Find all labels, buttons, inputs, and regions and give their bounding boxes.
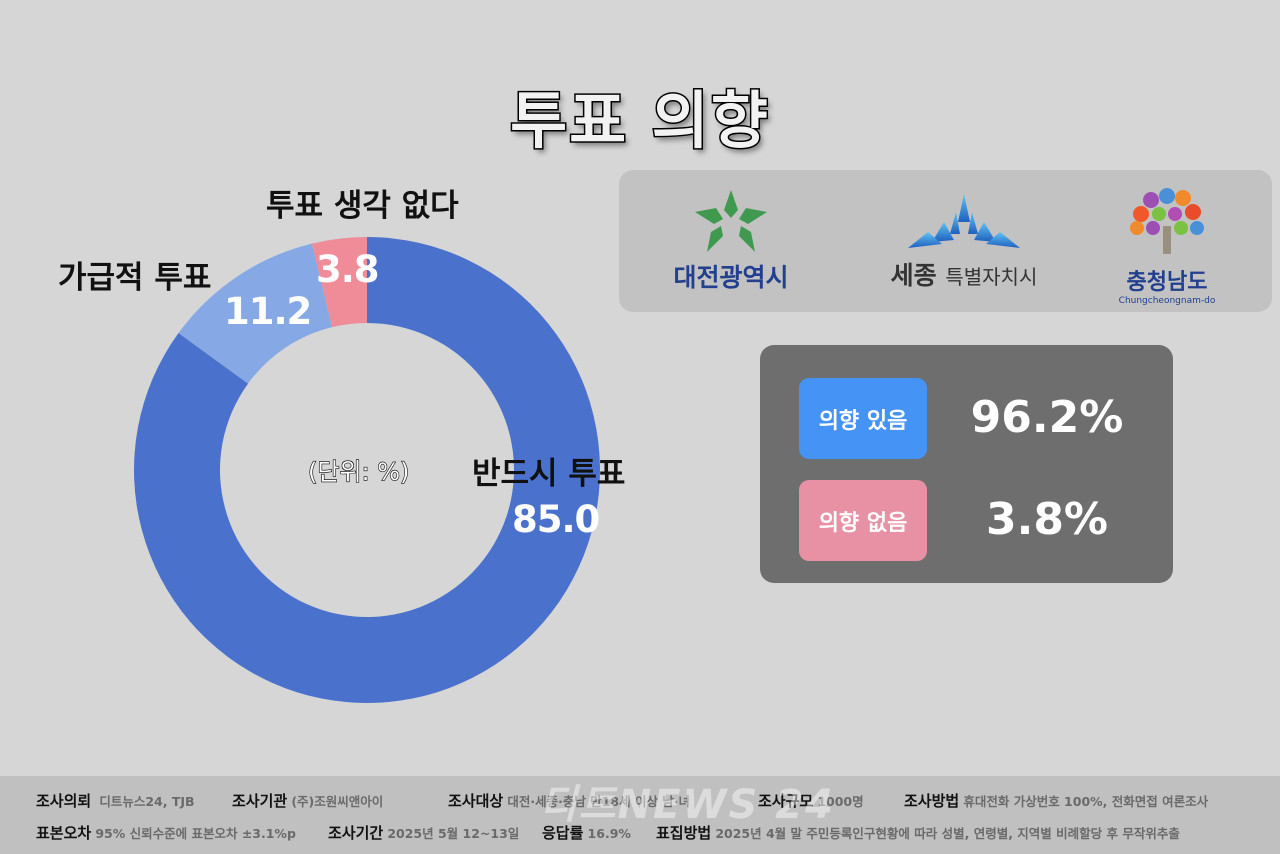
donut-slice-2 (311, 237, 367, 328)
region-logos-panel: 대전광역시 세종 특별자치시 (619, 170, 1272, 312)
footer-row-2: 표본오차 95% 신뢰수준에 표본오차 ±3.1%p 조사기간 2025년 5월… (0, 822, 1280, 844)
footer-item: 조사기관 (주)조원씨앤아이 (232, 792, 384, 810)
badge-intent-no: 의향 없음 (799, 480, 927, 561)
sejong-name-big: 세종 (890, 261, 937, 290)
chungnam-sub: Chungcheongnam-do (1118, 296, 1216, 306)
sejong-name: 세종 특별자치시 (864, 256, 1064, 292)
daejeon-logo: 대전광역시 (661, 188, 801, 294)
intent-summary-panel: 의향 있음 96.2% 의향 없음 3.8% (760, 345, 1173, 583)
footer-item: 응답률 16.9% (542, 824, 631, 842)
label-likely: 가급적 투표 (58, 260, 212, 296)
value-likely: 11.2 (224, 290, 312, 333)
chungnam-tree-emblem-icon (1130, 188, 1204, 254)
footer-item: 조사규모 1000명 (758, 792, 864, 810)
daejeon-name: 대전광역시 (673, 263, 789, 292)
daejeon-star-emblem-icon (695, 190, 767, 252)
footer-item: 조사대상 대전·세종·충남 만18세 이상 남·녀 (448, 792, 691, 810)
value-none: 3.8 (316, 248, 380, 291)
donut-slice-1 (178, 243, 333, 384)
donut-slice-0 (133, 237, 600, 703)
chungnam-name: 충청남도 (1126, 270, 1208, 295)
footer-item: 조사기간 2025년 5월 12~13일 (328, 824, 520, 842)
sejong-name-small: 특별자치시 (945, 265, 1038, 289)
news-watermark: 디트NEWS 24 (540, 782, 835, 828)
pct-intent-no: 3.8% (985, 494, 1109, 545)
chungnam-logo: 충청남도 Chungcheongnam-do (1097, 182, 1237, 306)
label-none: 투표 생각 없다 (266, 188, 459, 224)
pct-intent-yes: 96.2% (970, 392, 1124, 443)
sejong-logo: 세종 특별자치시 (864, 192, 1064, 292)
footer-item: 조사방법 휴대전화 가상번호 100%, 전화면접 여론조사 (904, 792, 1209, 810)
page-title: 투표 의향 (509, 83, 770, 159)
badge-intent-yes: 의향 있음 (799, 378, 927, 459)
value-must: 85.0 (512, 498, 600, 541)
survey-info-footer: 조사의뢰 디트뉴스24, TJB 조사기관 (주)조원씨앤아이 조사대상 대전·… (0, 776, 1280, 854)
footer-item: 표본오차 95% 신뢰수준에 표본오차 ±3.1%p (36, 824, 296, 842)
footer-item: 표집방법 2025년 4월 말 주민등록인구현황에 따라 성별, 연령별, 지역… (656, 824, 1180, 842)
label-must: 반드시 투표 (472, 456, 626, 492)
unit-note: (단위: %) (307, 457, 410, 486)
footer-row-1: 조사의뢰 디트뉴스24, TJB 조사기관 (주)조원씨앤아이 조사대상 대전·… (0, 790, 1280, 812)
donut-chart: 투표 생각 없다 가급적 투표 반드시 투표 3.8 11.2 85.0 (단위… (0, 0, 640, 760)
sejong-mountain-emblem-icon (908, 194, 1020, 248)
footer-item: 조사의뢰 디트뉴스24, TJB (36, 792, 195, 810)
donut-svg (133, 237, 600, 703)
